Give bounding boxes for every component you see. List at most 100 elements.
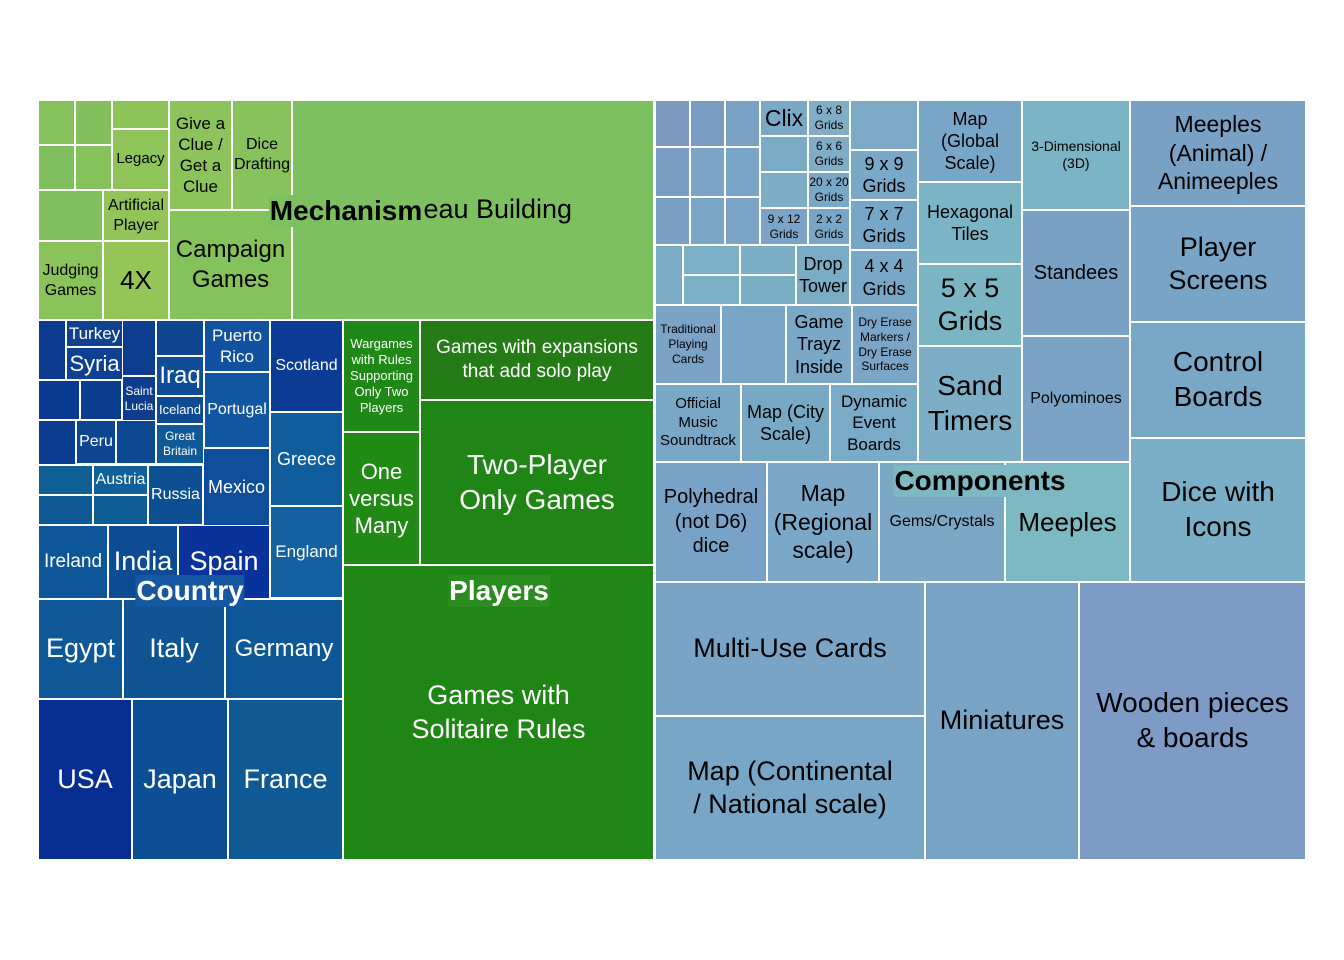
tile-7-x-7-grids: 7 x 7 Grids (850, 200, 918, 250)
tile-label: Control Boards (1172, 346, 1264, 412)
tile-austria: Austria (93, 465, 148, 495)
tile-components-unlabeled (690, 100, 725, 147)
tile-sand-timers: Sand Timers (918, 346, 1022, 462)
tile-mexico: Mexico (203, 448, 270, 526)
tile-puerto-rico: Puerto Rico (204, 320, 270, 372)
tile-label: Map (Regional scale) (773, 480, 873, 564)
tile-polyhedral-not-d6-dice: Polyhedral (not D6) dice (655, 462, 767, 582)
tile-syria: Syria (66, 347, 123, 380)
tile-judging-games: Judging Games (38, 241, 103, 320)
tile-wargames-with-rules-supporting-only-two-players: Wargames with Rules Supporting Only Two … (343, 320, 420, 432)
tile-meeples-animal-animeeples: Meeples (Animal) / Animeeples (1130, 100, 1306, 206)
tile-label: Official Music Soundtrack (660, 395, 736, 450)
tile-label: Traditional Playing Cards (660, 322, 716, 366)
tile-label: Clix (764, 104, 804, 131)
tile-label: Iceland (159, 401, 201, 417)
tile-label: Dice Drafting (233, 136, 291, 173)
tile-polyominoes: Polyominoes (1022, 336, 1130, 462)
tile-components-unlabeled (850, 100, 918, 150)
tile-label: Artificial Player (107, 196, 164, 234)
tile-saint-lucia: Saint Lucia (122, 376, 156, 421)
tile-peru: Peru (76, 420, 116, 464)
tile-france: France (228, 699, 343, 860)
tile-label: 5 x 5 Grids (937, 272, 1003, 336)
tile-label: Map (Continental / National scale) (687, 755, 893, 819)
tile-japan: Japan (132, 699, 228, 860)
tile-mechanism-unlabeled (75, 100, 112, 145)
tile-mechanism-unlabeled (38, 190, 103, 241)
tile-miniatures: Miniatures (925, 582, 1079, 860)
tile-label: 7 x 7 Grids (862, 203, 906, 246)
tile-components-unlabeled (683, 275, 740, 305)
tile-label: Meeples (1018, 506, 1117, 537)
tile-country-unlabeled (38, 420, 76, 465)
tile-label: 20 x 20 Grids (809, 175, 849, 204)
tile-9-x-12-grids: 9 x 12 Grids (760, 208, 808, 245)
tile-mechanism-unlabeled (38, 145, 75, 190)
tile-label: Miniatures (939, 705, 1065, 736)
tile-4-x-4-grids: 4 x 4 Grids (850, 250, 918, 305)
tile-label: Turkey (68, 323, 121, 343)
tile-label: Two-Player Only Games (459, 448, 615, 515)
tile-turkey: Turkey (66, 320, 123, 347)
tile-label: Gems/Crystals (889, 513, 995, 531)
tile-label: Games with expansions that add solo play (436, 337, 638, 382)
tile-country-unlabeled (80, 380, 122, 420)
tile-game-trayz-inside: Game Trayz Inside (786, 305, 852, 384)
tile-country-unlabeled (93, 495, 148, 525)
tile-country-unlabeled (116, 420, 156, 464)
tile-country-unlabeled (38, 465, 93, 495)
tile-label: Ireland (43, 551, 103, 573)
tile-components-unlabeled (655, 197, 690, 245)
tile-4x: 4X (103, 241, 169, 320)
tile-label: USA (57, 763, 113, 794)
tile-label: Austria (95, 471, 146, 489)
tile-drop-tower: Drop Tower (796, 245, 850, 305)
tile-usa: USA (38, 699, 132, 860)
tile-label: Iraq (159, 362, 201, 390)
tile-wooden-pieces-boards: Wooden pieces & boards (1079, 582, 1306, 860)
tile-games-with-solitaire-rules: Games with Solitaire Rules (343, 565, 654, 860)
tile-label: 4 x 4 Grids (862, 256, 906, 299)
tile-3-dimensional-3d: 3-Dimensional (3D) (1022, 100, 1130, 210)
tile-traditional-playing-cards: Traditional Playing Cards (655, 305, 721, 384)
tile-control-boards: Control Boards (1130, 322, 1306, 438)
tile-components-unlabeled (655, 100, 690, 147)
tile-dynamic-event-boards: Dynamic Event Boards (830, 384, 918, 462)
tile-country-unlabeled (38, 495, 93, 525)
tile-components-unlabeled (683, 245, 740, 275)
tile-map-global-scale: Map (Global Scale) (918, 100, 1022, 182)
tile-label: Give a Clue / Get a Clue (175, 113, 226, 197)
tile-label: 9 x 9 Grids (862, 153, 906, 196)
tile-russia: Russia (148, 465, 203, 525)
tile-components-unlabeled (655, 245, 683, 305)
tile-label: Greece (276, 448, 337, 469)
tile-clix: Clix (760, 100, 808, 136)
tile-meeples: Meeples (1005, 462, 1130, 582)
tile-player-screens: Player Screens (1130, 206, 1306, 322)
tile-italy: Italy (123, 599, 225, 699)
tile-games-with-expansions-that-add-solo-play: Games with expansions that add solo play (420, 320, 654, 400)
tile-label: Puerto Rico (211, 325, 263, 366)
tile-label: Meeples (Animal) / Animeeples (1157, 111, 1279, 195)
tile-label: 6 x 6 Grids (814, 139, 844, 168)
tile-components-unlabeled (740, 275, 796, 305)
tile-label: Campaign Games (175, 236, 286, 293)
tile-label: Sand Timers (927, 370, 1013, 436)
tile-label: Russia (151, 486, 200, 504)
tile-components-unlabeled (725, 197, 760, 245)
tile-label: Spain (189, 546, 259, 577)
tile-label: Multi-Use Cards (693, 633, 887, 664)
tile-2-x-2-grids: 2 x 2 Grids (808, 208, 850, 245)
group-label-mechanism: Mechanism (268, 195, 424, 227)
tile-label: Legacy (116, 150, 165, 168)
tile-mechanism-unlabeled (75, 145, 112, 190)
group-label-components: Components (893, 465, 1067, 497)
tile-label: Dry Erase Markers / Dry Erase Surfaces (858, 314, 912, 374)
tile-components-unlabeled (725, 100, 760, 147)
tile-portugal: Portugal (204, 372, 270, 448)
tile-20-x-20-grids: 20 x 20 Grids (808, 172, 850, 208)
tile-hexagonal-tiles: Hexagonal Tiles (918, 182, 1022, 264)
tile-components-unlabeled (655, 147, 690, 197)
